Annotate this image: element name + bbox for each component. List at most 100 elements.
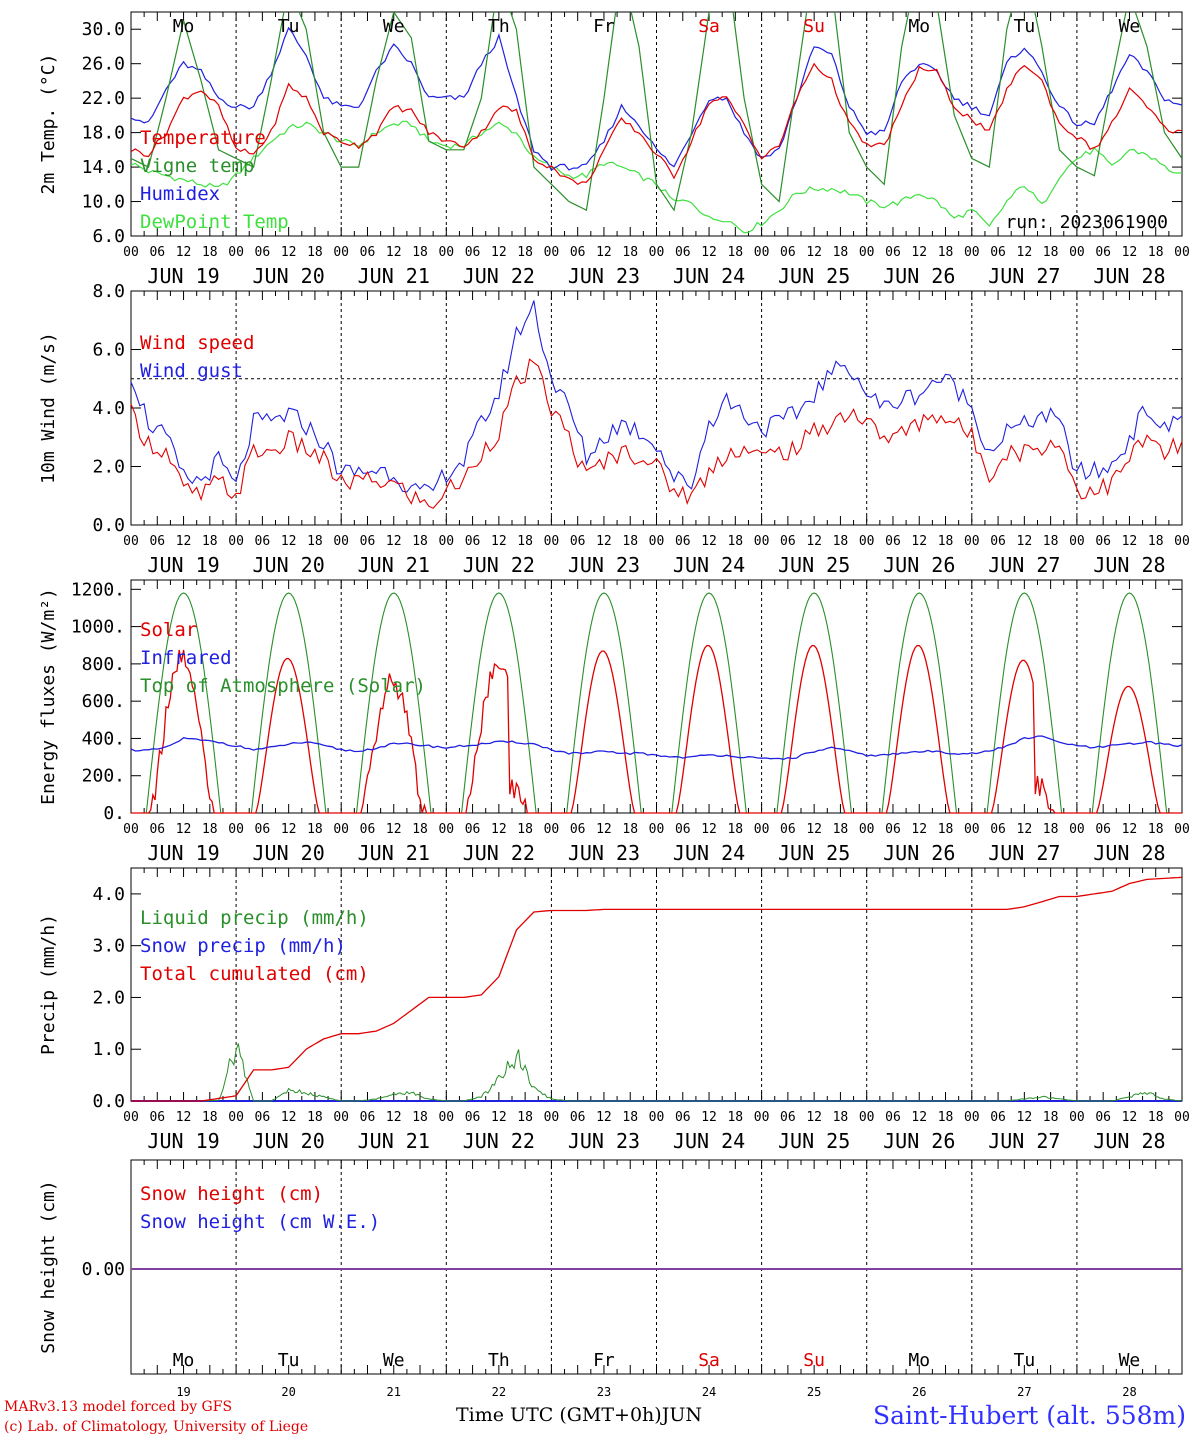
hour-tick-label: 18 — [307, 1110, 323, 1125]
hour-tick-label: 00 — [754, 534, 770, 549]
date-label: JUN 26 — [883, 553, 955, 577]
date-label: JUN 20 — [253, 264, 325, 288]
hour-tick-label: 00 — [1069, 822, 1085, 837]
hour-tick-label: 12 — [701, 1110, 717, 1125]
hour-tick-label: 12 — [281, 245, 297, 260]
legend-4-0: Snow height (cm) — [140, 1183, 323, 1205]
hour-tick-label: 00 — [964, 1110, 980, 1125]
hour-tick-label: 06 — [885, 534, 901, 549]
hour-tick-label: 18 — [622, 245, 638, 260]
date-label: JUN 20 — [253, 1129, 325, 1153]
date-label: JUN 28 — [1093, 553, 1165, 577]
legend-0-0: Temperature — [140, 127, 266, 149]
hour-tick-label: 06 — [1095, 1110, 1111, 1125]
hour-tick-label: 18 — [307, 245, 323, 260]
day-name-top: Sa — [698, 16, 720, 37]
hour-tick-label: 18 — [938, 822, 954, 837]
hour-tick-label: 06 — [465, 245, 481, 260]
hour-tick-label: 18 — [938, 245, 954, 260]
plot-frame-0 — [130, 11, 1183, 237]
hour-tick-label: 12 — [596, 822, 612, 837]
legend-2-1: Infrared — [140, 647, 232, 669]
hour-tick-label: 00 — [1174, 1110, 1190, 1125]
y-tick-label-1: 8.0 — [92, 281, 125, 302]
y-axis-label-1: 10m Wind (m/s) — [38, 332, 59, 484]
series-total-cumulated — [131, 876, 1183, 1102]
hour-tick-label: 00 — [859, 245, 875, 260]
hour-tick-label: 06 — [570, 245, 586, 260]
hour-tick-label: 00 — [544, 822, 560, 837]
hour-tick-label: 00 — [544, 534, 560, 549]
day-name-bottom: We — [383, 1350, 405, 1371]
hour-tick-label: 18 — [517, 245, 533, 260]
y-tick-label-3: 0.0 — [92, 1091, 125, 1112]
hour-tick-label: 00 — [649, 1110, 665, 1125]
hour-tick-label: 06 — [1095, 822, 1111, 837]
hour-tick-label: 00 — [228, 245, 244, 260]
hour-tick-label: 12 — [701, 245, 717, 260]
hour-tick-label: 18 — [1148, 245, 1164, 260]
day-number-label: 20 — [281, 1385, 295, 1399]
hour-tick-label: 06 — [570, 1110, 586, 1125]
hour-tick-label: 18 — [1043, 822, 1059, 837]
y-axis-label-4: Snow height (cm) — [38, 1180, 59, 1353]
y-tick-label-1: 2.0 — [92, 457, 125, 478]
y-tick-label-0: 14.0 — [82, 157, 125, 178]
hour-tick-label: 06 — [465, 822, 481, 837]
hour-tick-label: 18 — [1148, 822, 1164, 837]
series-temperature — [131, 62, 1182, 186]
hour-tick-label: 18 — [202, 534, 218, 549]
hour-tick-label: 06 — [780, 822, 796, 837]
day-name-bottom: Tu — [278, 1350, 300, 1371]
hour-tick-label: 00 — [964, 534, 980, 549]
date-label: JUN 25 — [778, 841, 850, 865]
date-label: JUN 26 — [883, 264, 955, 288]
hour-tick-label: 00 — [754, 1110, 770, 1125]
hour-tick-label: 12 — [491, 822, 507, 837]
hour-tick-label: 00 — [1174, 245, 1190, 260]
hour-tick-label: 12 — [806, 534, 822, 549]
hour-tick-label: 00 — [1174, 534, 1190, 549]
hour-tick-label: 00 — [544, 245, 560, 260]
y-tick-label-2: 400. — [82, 728, 125, 749]
date-label: JUN 27 — [988, 553, 1060, 577]
hour-tick-label: 00 — [649, 822, 665, 837]
date-label: JUN 26 — [883, 1129, 955, 1153]
hour-tick-label: 00 — [123, 245, 139, 260]
hour-tick-label: 18 — [1043, 534, 1059, 549]
hour-tick-label: 06 — [360, 1110, 376, 1125]
date-label: JUN 24 — [673, 841, 745, 865]
hour-tick-label: 12 — [386, 822, 402, 837]
day-name-bottom: Mo — [908, 1350, 930, 1371]
date-label: JUN 27 — [988, 1129, 1060, 1153]
hour-tick-label: 12 — [176, 822, 192, 837]
hour-tick-label: 12 — [806, 822, 822, 837]
hour-tick-label: 18 — [517, 534, 533, 549]
hour-tick-label: 06 — [465, 534, 481, 549]
hour-tick-label: 12 — [386, 245, 402, 260]
day-number-label: 26 — [912, 1385, 926, 1399]
hour-tick-label: 06 — [780, 1110, 796, 1125]
date-label: JUN 21 — [358, 1129, 430, 1153]
hour-tick-label: 18 — [833, 822, 849, 837]
day-number-label: 27 — [1017, 1385, 1031, 1399]
series-solar — [131, 644, 1182, 814]
day-number-label: 19 — [176, 1385, 190, 1399]
series-wind-speed — [130, 358, 1183, 509]
hour-tick-label: 18 — [412, 245, 428, 260]
y-tick-label-0: 6.0 — [92, 226, 125, 247]
hour-tick-label: 18 — [1148, 1110, 1164, 1125]
legend-2-2: Top of Atmosphere (Solar) — [140, 675, 426, 697]
y-tick-label-3: 3.0 — [92, 936, 125, 957]
hour-tick-label: 06 — [149, 245, 165, 260]
hour-tick-label: 12 — [1122, 534, 1138, 549]
legend-0-1: Vigne temp — [140, 155, 254, 177]
y-tick-label-0: 22.0 — [82, 88, 125, 109]
month-label: JUN — [661, 1404, 702, 1426]
day-number-label: 22 — [492, 1385, 506, 1399]
hour-tick-label: 06 — [360, 245, 376, 260]
hour-tick-label: 12 — [1017, 534, 1033, 549]
hour-tick-label: 18 — [412, 534, 428, 549]
